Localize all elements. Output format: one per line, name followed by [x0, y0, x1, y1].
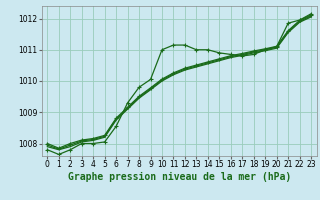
- X-axis label: Graphe pression niveau de la mer (hPa): Graphe pression niveau de la mer (hPa): [68, 172, 291, 182]
